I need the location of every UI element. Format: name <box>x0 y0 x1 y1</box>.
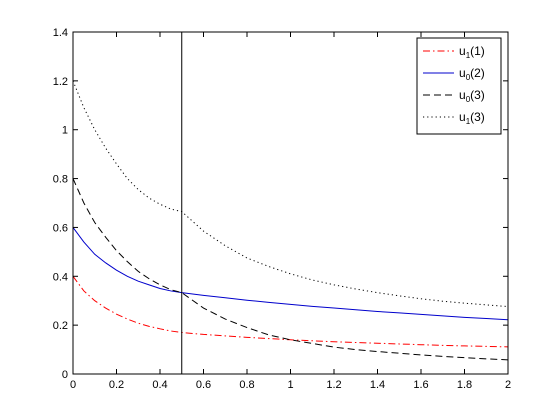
x-tick-label: 0.2 <box>109 379 124 391</box>
x-tick-label: 2 <box>505 379 511 391</box>
y-tick-label: 1.2 <box>53 76 68 88</box>
tick-layer: 0 0.2 0.4 0.6 0.8 1 1.2 1.4 1.6 1.8 2 0 0.2 0.4 0.6 0.8… <box>53 27 511 391</box>
x-tick-label: 1 <box>287 379 293 391</box>
legend-label: u1(1) <box>459 44 485 60</box>
y-tick-label: 0.2 <box>53 320 68 332</box>
series-line-u11 <box>72 275 509 348</box>
legend-label: u0(3) <box>459 88 485 104</box>
x-tick-label: 1.8 <box>457 379 472 391</box>
y-tick-label: 1.4 <box>53 27 68 39</box>
series-line-u13 <box>72 80 509 308</box>
legend: u1(1) u0(2) u0(3) u1(3) <box>416 37 502 135</box>
legend-box <box>416 37 502 135</box>
series-layer <box>72 80 509 361</box>
y-tick-label: 0.6 <box>53 222 68 234</box>
series-line-u02 <box>72 227 509 321</box>
x-tick-label: 0.6 <box>196 379 211 391</box>
x-tick-label: 1.2 <box>326 379 341 391</box>
y-tick-label: 0.8 <box>53 174 68 186</box>
x-tick-label: 0 <box>70 379 76 391</box>
x-tick-label: 1.4 <box>370 379 385 391</box>
series-line-u03 <box>72 178 509 361</box>
x-tick-label: 0.4 <box>152 379 167 391</box>
legend-label: u0(2) <box>459 66 485 82</box>
y-tick-label: 0.4 <box>53 271 68 283</box>
legend-label: u1(3) <box>459 110 485 126</box>
x-tick-label: 1.6 <box>413 379 428 391</box>
y-tick-label: 1 <box>62 125 68 137</box>
y-tick-label: 0 <box>62 369 68 381</box>
x-tick-label: 0.8 <box>239 379 254 391</box>
